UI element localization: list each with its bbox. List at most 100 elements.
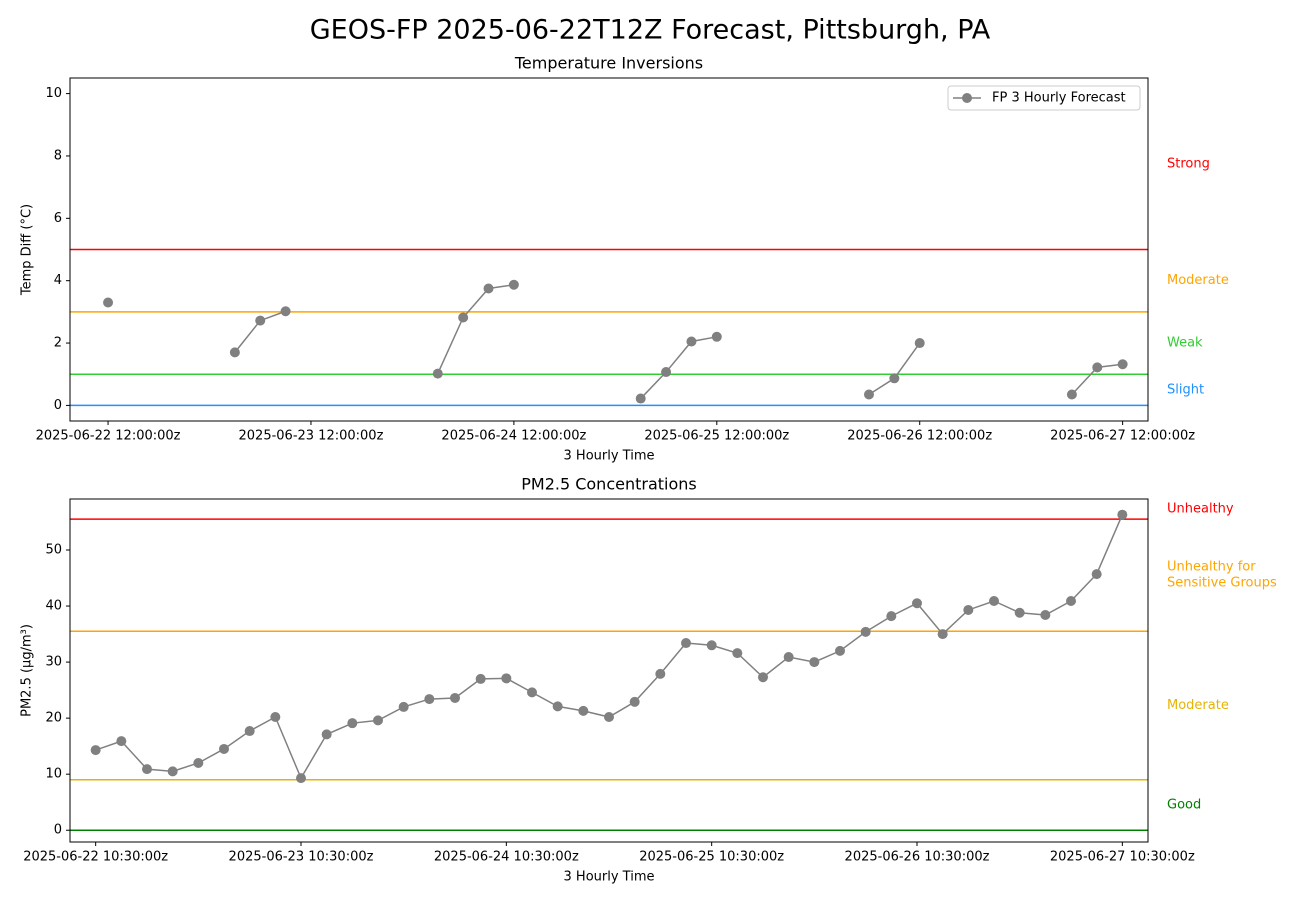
data-point [219,743,229,754]
y-tick-label: 30 [45,655,62,670]
data-point [193,757,204,768]
x-tick-label: 2025-06-24 12:00:00z [441,429,586,444]
data-point [661,367,672,378]
data-point [1117,359,1128,370]
data-point [1040,610,1051,621]
y-axis-label: PM2.5 (μg/m³) [20,624,35,717]
data-point [1117,509,1128,520]
data-point [527,687,537,698]
x-tick-label: 2025-06-25 10:30:00z [639,850,784,865]
x-tick-label: 2025-06-24 10:30:00z [434,850,579,865]
data-point [886,611,897,622]
y-tick-label: 10 [45,767,62,782]
data-point [732,648,743,659]
data-point [90,745,101,756]
data-point [552,701,563,712]
x-tick-label: 2025-06-23 12:00:00z [239,429,384,444]
legend: FP 3 Hourly Forecast [947,85,1141,111]
data-point [347,718,358,729]
data-point [116,736,127,747]
data-point [244,726,255,737]
y-tick-label: 6 [54,211,62,226]
subplot: PM2.5 Concentrations 3 Hourly Time PM2.5 (… [20,475,1277,885]
data-point [1091,569,1102,580]
data-point [578,705,589,716]
y-tick-label: 10 [45,86,62,101]
axes-frame [69,77,1149,422]
data-point [296,773,306,784]
data-point [1014,607,1025,618]
x-tick-label: 2025-06-27 12:00:00z [1050,429,1195,444]
x-tick-label: 2025-06-26 10:30:00z [845,850,990,865]
y-tick-label: 0 [54,823,62,838]
y-tick-label: 8 [54,148,62,163]
figure-title: GEOS-FP 2025-06-22T12Z Forecast, Pittsbu… [310,15,991,46]
y-tick-label: 40 [45,599,62,614]
series-line [868,342,921,396]
subplot-title: PM2.5 Concentrations [521,475,697,494]
data-point [1092,362,1103,373]
data-point [655,668,666,679]
threshold-label: Good [1167,798,1201,813]
data-point [229,347,240,358]
legend-box [947,85,1141,111]
y-tick-label: 4 [54,273,62,288]
x-tick-label: 2025-06-25 12:00:00z [644,429,789,444]
legend-swatch-marker [962,93,972,103]
x-tick-label: 2025-06-22 12:00:00z [36,429,181,444]
data-point [912,598,922,609]
data-point [398,701,409,712]
y-tick-label: 20 [45,711,62,726]
y-tick-label: 50 [45,543,62,558]
data-point [1066,389,1077,400]
x-axis-label: 3 Hourly Time [564,449,655,464]
data-point [914,338,925,349]
x-tick-label: 2025-06-22 10:30:00z [23,850,168,865]
data-point [424,694,435,705]
data-point [321,729,332,740]
data-point [483,283,494,294]
data-point [373,715,383,726]
data-point [635,393,646,404]
data-point [629,696,640,707]
threshold-label: Strong [1167,156,1210,171]
data-point [783,652,794,663]
x-tick-label: 2025-06-26 12:00:00z [847,429,992,444]
subplot-title: Temperature Inversions [514,54,703,73]
data-point [501,673,512,684]
data-point [686,336,697,347]
data-point [604,712,614,723]
y-tick-label: 0 [54,398,62,413]
data-point [963,604,974,615]
data-point [860,626,871,637]
series-line [437,283,514,374]
data-point [758,672,768,683]
x-tick-label: 2025-06-23 10:30:00z [229,850,374,865]
series-line [95,514,1124,780]
data-point [103,297,114,308]
data-point [475,673,486,684]
threshold-label: Sensitive Groups [1167,576,1277,591]
y-axis-label: Temp Diff (°C) [20,204,35,296]
data-point [681,638,691,649]
data-point [889,373,900,384]
data-point [937,629,948,640]
threshold-label: Unhealthy for [1167,560,1256,575]
legend-label: FP 3 Hourly Forecast [992,91,1126,106]
threshold-label: Moderate [1167,273,1229,288]
subplot: Temperature Inversions 3 Hourly Time Temp … [20,54,1229,464]
data-point [270,712,281,723]
threshold-label: Moderate [1167,698,1229,713]
threshold-label: Unhealthy [1167,502,1234,517]
data-point [450,692,460,703]
data-point [1066,596,1076,607]
data-point [863,389,874,400]
data-point [432,368,443,379]
data-point [167,766,178,777]
data-point [706,640,717,651]
data-point [280,306,291,317]
data-point [458,312,469,323]
data-point [835,645,845,656]
data-point [142,764,152,775]
